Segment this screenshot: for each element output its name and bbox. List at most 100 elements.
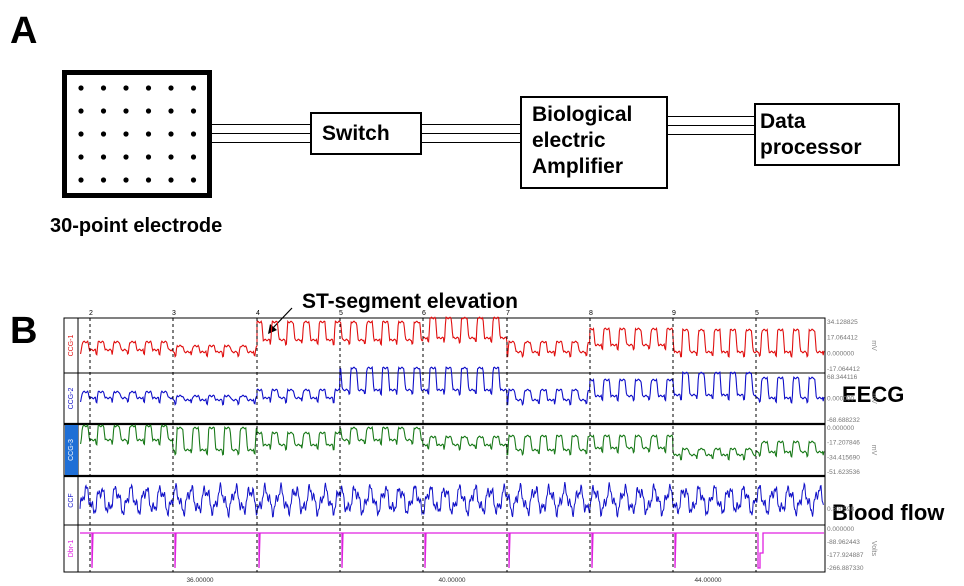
scale-value: -34.415690 bbox=[827, 454, 860, 461]
panel-b-label: B bbox=[10, 310, 38, 352]
scale-value: 0.000000 bbox=[827, 396, 854, 403]
st-arrow-head bbox=[268, 324, 277, 334]
scale-value: 0.000000 bbox=[827, 526, 854, 533]
amplifier-line-3: Amplifier bbox=[532, 155, 624, 178]
channel-name-label: CCF bbox=[68, 493, 75, 507]
event-marker-number: 4 bbox=[256, 310, 260, 317]
time-tick-label: 36.00000 bbox=[186, 577, 213, 584]
electrode-dot bbox=[100, 108, 107, 114]
electrode-dot bbox=[145, 131, 152, 137]
st-annotation: ST-segment elevation bbox=[302, 290, 518, 313]
electrode-dot bbox=[78, 131, 84, 137]
scale-value: 0.000000 bbox=[827, 425, 854, 432]
event-marker-number: 6 bbox=[422, 310, 426, 317]
processor-line-2: processor bbox=[760, 136, 862, 159]
electrode-dot bbox=[100, 154, 107, 160]
channel-unit: Volts bbox=[870, 541, 877, 557]
electrode-dot bbox=[123, 177, 129, 183]
time-tick-label: 40.00000 bbox=[438, 577, 465, 584]
scale-value: -17.207846 bbox=[827, 440, 860, 447]
electrode-dot bbox=[168, 154, 174, 160]
wire-2a bbox=[422, 124, 520, 125]
event-marker-number: 7 bbox=[506, 310, 510, 317]
channel-name-label: CCG-1 bbox=[68, 335, 75, 357]
event-marker-number: 5 bbox=[755, 310, 759, 317]
electrode-dot bbox=[168, 177, 174, 183]
switch-label: Switch bbox=[322, 122, 390, 145]
electrode-dot bbox=[123, 131, 129, 137]
electrode-grid bbox=[62, 70, 212, 198]
scale-value: -17.064412 bbox=[827, 366, 860, 373]
electrode-dot bbox=[190, 154, 197, 160]
wire-2c bbox=[422, 142, 520, 143]
scale-value: -68.688232 bbox=[827, 417, 860, 424]
time-tick-label: 44.00000 bbox=[694, 577, 721, 584]
scale-value: 17.064412 bbox=[827, 335, 858, 342]
channel-unit: mV bbox=[870, 445, 877, 456]
trace-ccg-1 bbox=[79, 316, 825, 359]
scale-value: -51.623536 bbox=[827, 469, 860, 476]
wire-3b bbox=[668, 125, 754, 126]
amplifier-box: Biological electric Amplifier bbox=[520, 96, 668, 189]
electrode-dot bbox=[190, 85, 197, 91]
scale-value: 0.300598 bbox=[827, 506, 854, 513]
electrode-dot bbox=[190, 108, 197, 114]
processor-box: Data processor bbox=[754, 103, 900, 166]
electrode-dot bbox=[145, 177, 152, 183]
electrode-dot bbox=[168, 108, 174, 114]
channel-name-label: Dbr-1 bbox=[68, 540, 75, 558]
switch-box: Switch bbox=[310, 112, 422, 155]
electrode-dot bbox=[123, 85, 129, 91]
scale-value: 68.344116 bbox=[827, 374, 858, 381]
panel-a-label: A bbox=[10, 10, 38, 52]
scale-value: 0.000000 bbox=[827, 350, 854, 357]
trace-ccg-2 bbox=[79, 365, 825, 407]
wire-1a bbox=[212, 124, 310, 125]
wire-2b bbox=[422, 133, 520, 134]
amplifier-line-2: electric bbox=[532, 129, 606, 152]
event-marker-number: 9 bbox=[672, 310, 676, 317]
event-marker-number: 8 bbox=[589, 310, 593, 317]
scale-value: -177.924887 bbox=[827, 552, 864, 559]
electrode-dot bbox=[168, 85, 174, 91]
event-marker-number: 3 bbox=[172, 310, 176, 317]
trace-dbr-1 bbox=[80, 532, 824, 569]
electrode-dot bbox=[145, 108, 152, 114]
recording-frame bbox=[63, 317, 826, 573]
electrode-dot bbox=[78, 85, 84, 91]
electrode-dot bbox=[145, 154, 152, 160]
scale-value: 34.128825 bbox=[827, 319, 858, 326]
electrode-dot bbox=[190, 131, 197, 137]
channel-unit: mV bbox=[870, 340, 877, 351]
event-marker-number: 5 bbox=[339, 310, 343, 317]
electrode-dot bbox=[100, 85, 107, 91]
trace-ccf bbox=[79, 482, 824, 519]
st-arrow-line bbox=[270, 307, 293, 331]
electrode-dot bbox=[145, 85, 152, 91]
selected-channel-tab bbox=[65, 425, 78, 475]
wire-1c bbox=[212, 142, 310, 143]
event-marker-number: 2 bbox=[89, 310, 93, 317]
electrode-dot bbox=[78, 154, 84, 160]
electrode-caption: 30-point electrode bbox=[50, 215, 223, 237]
scale-value: -88.962443 bbox=[827, 539, 860, 546]
processor-line-1: Data bbox=[760, 110, 806, 133]
electrode-dot bbox=[100, 131, 107, 137]
channel-unit: mV bbox=[870, 393, 877, 404]
electrode-dot bbox=[78, 108, 84, 114]
electrode-dot bbox=[190, 177, 197, 183]
scale-value: -266.887330 bbox=[827, 565, 864, 572]
wire-3c bbox=[668, 134, 754, 135]
electrode-dot bbox=[123, 108, 129, 114]
electrode-dot bbox=[78, 177, 84, 183]
electrode-dots bbox=[78, 85, 197, 183]
trace-ccg-3 bbox=[79, 424, 825, 461]
electrode-dot bbox=[123, 154, 129, 160]
blood-flow-label: Blood flow bbox=[832, 500, 945, 525]
channel-name-label: CCG-2 bbox=[68, 388, 75, 410]
electrode-dot bbox=[100, 177, 107, 183]
wire-1b bbox=[212, 133, 310, 134]
electrode-dot bbox=[168, 131, 174, 137]
eecg-label: EECG bbox=[842, 382, 905, 407]
